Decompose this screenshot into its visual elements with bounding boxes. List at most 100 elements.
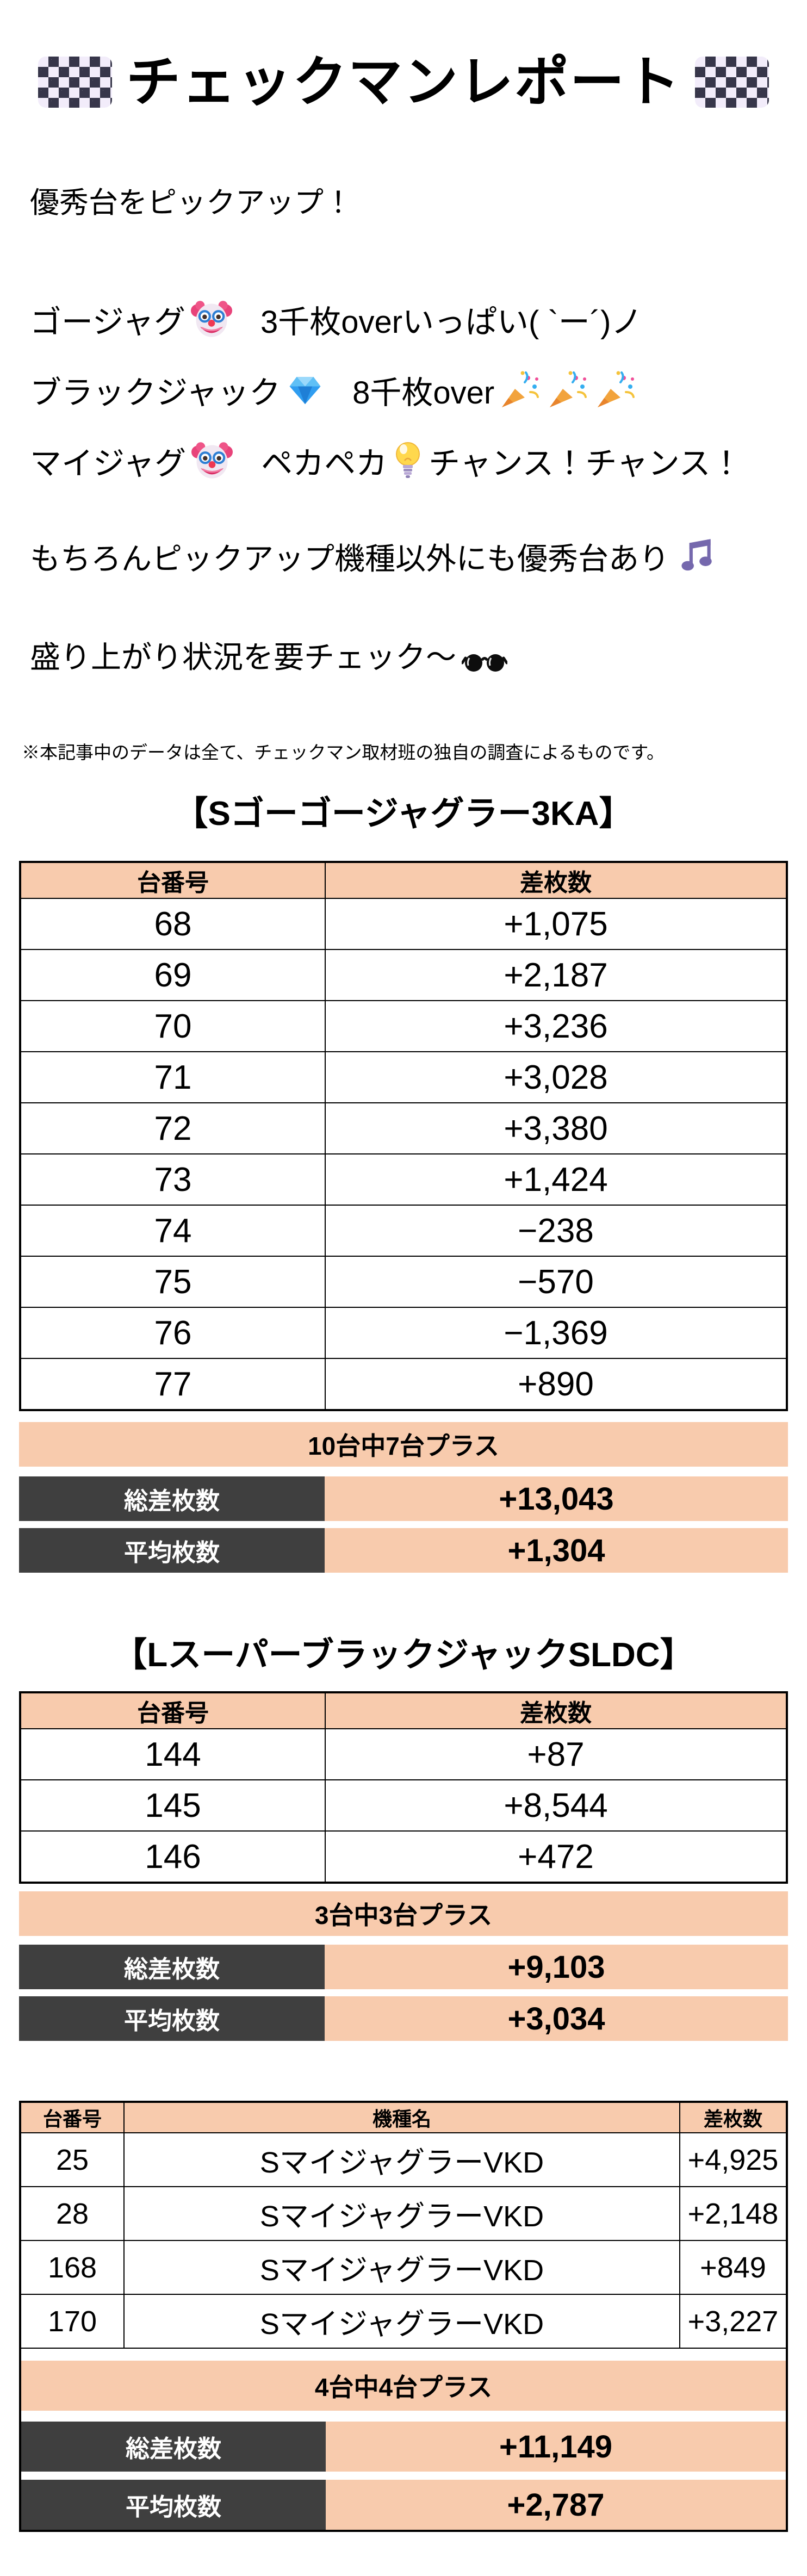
total-diff-value: +13,043 (325, 1476, 788, 1522)
avg-diff-label: 平均枚数 (21, 2480, 326, 2530)
diff-count-header: 差枚数 (326, 1693, 786, 1729)
total-diff-value: +9,103 (325, 1945, 788, 1990)
table-row: 146 +472 (21, 1830, 786, 1882)
total-diff-label: 総差枚数 (21, 2422, 326, 2472)
avg-diff-value: +1,304 (325, 1528, 788, 1573)
model-name-header: 機種名 (125, 2103, 680, 2133)
machine-number-cell: 70 (21, 1000, 326, 1052)
machine-number-cell: 72 (21, 1102, 326, 1154)
table-row: 28 SマイジャグラーVKD +2,148 (21, 2186, 786, 2240)
machine-number-cell: 145 (21, 1779, 326, 1831)
party-popper-icon (598, 371, 635, 408)
diff-count-cell: +3,028 (326, 1051, 786, 1102)
table-row: 25 SマイジャグラーVKD +4,925 (21, 2132, 786, 2187)
table-row: 72 +3,380 (21, 1102, 786, 1154)
machine-text: マイジャグ (30, 446, 187, 482)
section1-title: 【Sゴーゴージャグラー3KA】 (174, 795, 633, 833)
machine-number-header: 台番号 (21, 863, 326, 898)
table-row: 77 +890 (21, 1358, 786, 1410)
total-diff-row: 総差枚数 +11,149 (21, 2422, 786, 2472)
total-diff-label: 総差枚数 (19, 1945, 325, 1990)
machine-number-cell: 146 (21, 1830, 326, 1882)
section2-title: 【LスーパーブラックジャックSLDC】 (113, 1636, 694, 1674)
model-name-cell: SマイジャグラーVKD (125, 2240, 680, 2294)
clown-face-icon (190, 301, 232, 337)
machine-number-cell: 69 (21, 949, 326, 1001)
avg-diff-row: 平均枚数 +3,034 (19, 1996, 788, 2041)
table-spacer (21, 2348, 786, 2361)
table-row: 71 +3,028 (21, 1051, 786, 1103)
machine-number-header: 台番号 (21, 1693, 326, 1729)
model-name-cell: SマイジャグラーVKD (125, 2186, 680, 2240)
table-header-row: 台番号 差枚数 (21, 1693, 786, 1729)
machine-number-cell: 144 (21, 1728, 326, 1780)
diff-count-cell: +1,075 (326, 898, 786, 949)
check-status-text: 盛り上がり状況を要チェック～ (30, 640, 456, 675)
total-diff-row: 総差枚数 +9,103 (19, 1945, 788, 1990)
gogo-juggler-line: ゴージャグ 3千枚overいっぱい( `ー´)ノ (30, 284, 807, 355)
diff-count-header: 差枚数 (326, 863, 786, 898)
table-spacer (21, 2411, 786, 2422)
result-text: 3千枚overいっぱい( `ー´)ノ (260, 305, 643, 340)
pickup-heading: 優秀台をピックアップ！ (30, 187, 353, 219)
table-row: 144 +87 (21, 1728, 786, 1780)
diff-count-cell: +3,227 (680, 2294, 786, 2348)
table-row: 168 SマイジャグラーVKD +849 (21, 2240, 786, 2294)
machine-text: ブラックジャック (30, 375, 281, 411)
machine-number-cell: 76 (21, 1307, 326, 1358)
checkered-flag-icon (38, 57, 112, 108)
diff-count-cell: +849 (680, 2240, 786, 2294)
party-popper-icon (550, 371, 587, 408)
blackjack-line: ブラックジャック 8千枚over (30, 355, 807, 425)
avg-diff-row: 平均枚数 +2,787 (21, 2480, 786, 2530)
model-name-cell: SマイジャグラーVKD (125, 2132, 680, 2187)
plus-count-banner: 10台中7台プラス (19, 1422, 788, 1467)
light-bulb-icon (396, 442, 420, 479)
chance-text: チャンス！チャンス！ (429, 446, 742, 482)
check-status-line: 盛り上がり状況を要チェック～ (30, 633, 807, 677)
page-title: チェックマンレポート (126, 52, 681, 113)
machine-number-header: 台番号 (21, 2103, 125, 2133)
result-text: 8千枚over (352, 375, 495, 411)
table-row: 145 +8,544 (21, 1779, 786, 1831)
diff-count-cell: +2,148 (680, 2186, 786, 2240)
table-header-row: 台番号 機種名 差枚数 (21, 2103, 786, 2133)
section1-table: 台番号 差枚数 68 +1,075 69 +2,187 70 +3,236 71 +3,… (19, 861, 788, 1412)
table-row: 74 −238 (21, 1205, 786, 1256)
total-diff-value: +11,149 (326, 2422, 786, 2472)
diff-count-cell: +890 (326, 1358, 786, 1409)
avg-diff-row: 平均枚数 +1,304 (19, 1528, 788, 1573)
machine-number-cell: 71 (21, 1051, 326, 1103)
diff-count-cell: +472 (326, 1830, 786, 1882)
table-row: 73 +1,424 (21, 1153, 786, 1205)
report-header: チェックマンレポート (0, 52, 807, 113)
machine-number-cell: 73 (21, 1153, 326, 1205)
model-name-cell: SマイジャグラーVKD (125, 2294, 680, 2348)
diff-count-cell: +2,187 (326, 949, 786, 1000)
checkered-flag-icon (695, 57, 769, 108)
clown-face-icon (191, 442, 233, 479)
party-popper-icon (502, 371, 539, 408)
machine-number-cell: 77 (21, 1358, 326, 1410)
machine-number-cell: 28 (21, 2186, 125, 2240)
gem-icon (289, 377, 321, 405)
machine-text: ゴージャグ (30, 305, 185, 340)
diff-count-cell: +3,236 (326, 1000, 786, 1051)
section2-table: 台番号 差枚数 144 +87 145 +8,544 146 +472 (19, 1691, 788, 1884)
table-row: 75 −570 (21, 1256, 786, 1307)
plus-count-banner: 4台中4台プラス (21, 2361, 786, 2411)
my-juggler-line: マイジャグ ペカペカ チャンス！チャンス！ (30, 425, 807, 496)
diff-count-cell: +3,380 (326, 1102, 786, 1153)
table-row: 68 +1,075 (21, 898, 786, 949)
machine-number-cell: 75 (21, 1256, 326, 1307)
diff-count-cell: +87 (326, 1728, 786, 1779)
other-machines-line: もちろんピックアップ機種以外にも優秀台あり (30, 534, 807, 579)
table-row: 170 SマイジャグラーVKD +3,227 (21, 2294, 786, 2348)
table-row: 69 +2,187 (21, 949, 786, 1001)
table-header-row: 台番号 差枚数 (21, 863, 786, 898)
section3-table: 台番号 機種名 差枚数 25 SマイジャグラーVKD +4,925 28 Sマイ… (19, 2101, 788, 2532)
musical-notes-icon (681, 539, 712, 571)
diff-count-cell: +4,925 (680, 2132, 786, 2186)
peka-text: ペカペカ (261, 446, 388, 482)
